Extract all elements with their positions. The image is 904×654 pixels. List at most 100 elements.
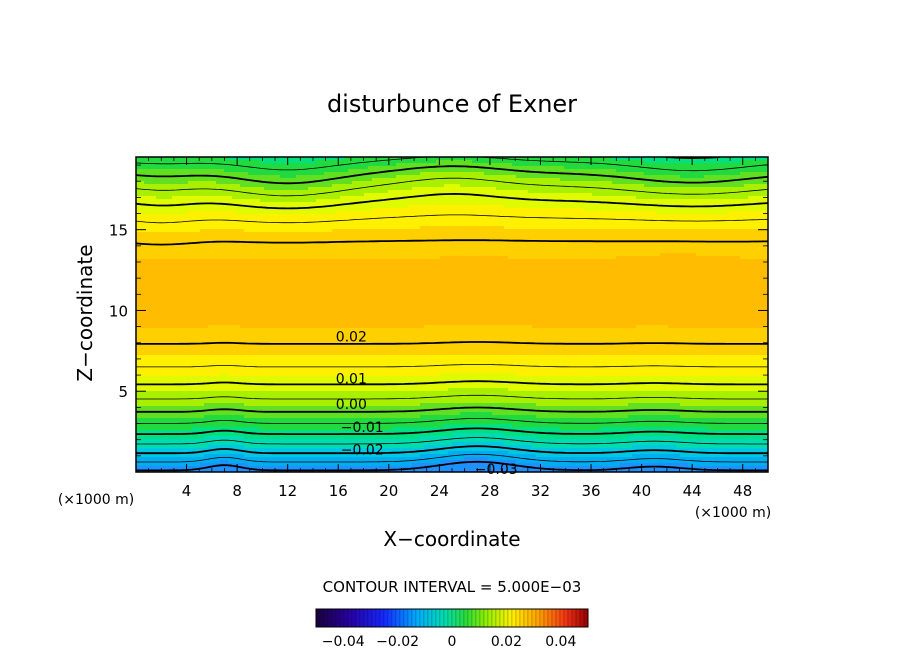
fill-cell <box>592 220 597 224</box>
fill-cell <box>336 199 341 203</box>
fill-cell <box>660 241 665 245</box>
fill-cell <box>692 244 697 248</box>
fill-cell <box>752 238 757 242</box>
fill-cell <box>448 241 453 245</box>
fill-cell <box>328 229 333 233</box>
fill-cell <box>380 157 385 161</box>
fill-cell <box>576 196 581 200</box>
fill-cell <box>736 214 741 218</box>
fill-cell <box>732 202 737 206</box>
fill-cell <box>756 205 761 209</box>
fill-cell <box>564 211 569 215</box>
fill-cell <box>624 157 629 161</box>
fill-cell <box>240 208 245 212</box>
fill-cell <box>480 226 485 230</box>
fill-cell <box>404 244 409 248</box>
fill-cell <box>256 232 261 236</box>
fill-cell <box>172 217 177 221</box>
fill-cell <box>640 196 645 200</box>
fill-cell <box>524 241 529 245</box>
fill-cell <box>232 163 237 167</box>
fill-cell <box>444 157 449 161</box>
fill-cell <box>240 169 245 173</box>
fill-cell <box>184 187 189 191</box>
fill-cell <box>420 211 425 215</box>
fill-cell <box>460 202 465 206</box>
fill-cell <box>368 163 373 167</box>
fill-cell <box>228 244 233 248</box>
fill-cell <box>732 163 737 167</box>
fill-cell <box>324 235 329 239</box>
fill-cell <box>496 223 501 227</box>
fill-cell <box>244 220 249 224</box>
fill-cell <box>188 190 193 194</box>
fill-cell <box>684 211 689 215</box>
fill-cell <box>348 211 353 215</box>
fill-cell <box>172 187 177 191</box>
fill-cell <box>628 169 633 173</box>
fill-cell <box>280 217 285 221</box>
fill-cell <box>364 157 369 161</box>
fill-cell <box>352 178 357 182</box>
fill-cell <box>752 196 757 200</box>
fill-cell <box>272 178 277 182</box>
fill-cell <box>540 166 545 170</box>
fill-cell <box>648 217 653 221</box>
fill-cell <box>292 199 297 203</box>
fill-cell <box>268 232 273 236</box>
fill-cell <box>188 235 193 239</box>
fill-cell <box>576 247 581 251</box>
fill-cell <box>320 184 325 188</box>
fill-cell <box>324 214 329 218</box>
fill-cell <box>388 184 393 188</box>
fill-cell <box>524 238 529 242</box>
fill-cell <box>408 184 413 188</box>
fill-cell <box>540 172 545 176</box>
fill-cell <box>244 211 249 215</box>
fill-cell <box>392 241 397 245</box>
fill-cell <box>736 184 741 188</box>
fill-cell <box>692 184 697 188</box>
fill-cell <box>700 187 705 191</box>
fill-cell <box>760 217 765 221</box>
fill-cell <box>152 172 157 176</box>
fill-cell <box>756 211 761 215</box>
fill-cell <box>648 169 653 173</box>
fill-cell <box>644 202 649 206</box>
fill-cell <box>228 169 233 173</box>
fill-cell <box>712 244 717 248</box>
fill-cell <box>252 235 257 239</box>
fill-cell <box>764 232 768 236</box>
fill-cell <box>724 238 729 242</box>
fill-cell <box>620 193 625 197</box>
fill-cell <box>688 178 693 182</box>
fill-cell <box>432 166 437 170</box>
fill-cell <box>436 214 441 218</box>
fill-cell <box>288 202 293 206</box>
fill-cell <box>540 181 545 185</box>
fill-cell <box>248 238 253 242</box>
fill-cell <box>228 178 233 182</box>
fill-cell <box>496 229 501 233</box>
fill-cell <box>532 187 537 191</box>
fill-cell <box>276 220 281 224</box>
fill-cell <box>496 157 501 161</box>
fill-cell <box>360 247 365 251</box>
fill-cell <box>200 184 205 188</box>
fill-cell <box>564 178 569 182</box>
fill-cell <box>268 205 273 209</box>
fill-cell <box>676 229 681 233</box>
fill-cell <box>492 175 497 179</box>
fill-cell <box>492 217 497 221</box>
fill-cell <box>304 232 309 236</box>
fill-cell <box>764 211 768 215</box>
fill-cell <box>508 199 513 203</box>
fill-cell <box>440 190 445 194</box>
fill-cell <box>632 184 637 188</box>
fill-cell <box>756 238 761 242</box>
fill-cell <box>588 220 593 224</box>
fill-cell <box>592 166 597 170</box>
fill-cell <box>464 169 469 173</box>
fill-cell <box>728 205 733 209</box>
fill-cell <box>292 205 297 209</box>
